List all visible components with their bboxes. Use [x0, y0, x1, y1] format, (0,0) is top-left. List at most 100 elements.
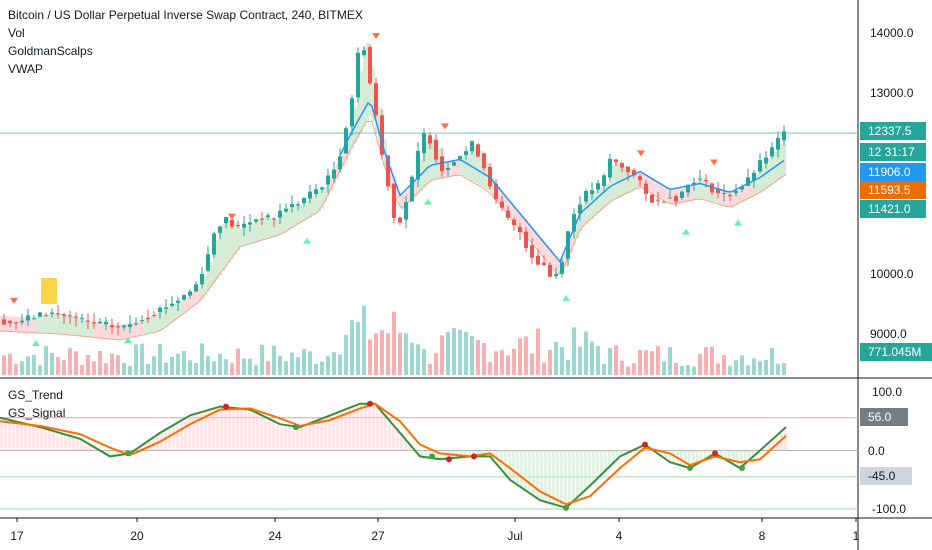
- osc-cross-dot-green: [293, 424, 299, 431]
- band-lower-badge: 11421.0: [868, 202, 911, 216]
- cloud-slice: [540, 237, 543, 253]
- cloud-slice: [210, 261, 213, 288]
- candle-body: [242, 223, 246, 228]
- legend-gs-signal[interactable]: GS_Signal: [8, 406, 66, 420]
- cloud-slice: [564, 252, 567, 268]
- sell-marker: [228, 213, 236, 220]
- cloud-slice: [474, 146, 477, 183]
- indicator-goldmanscalps[interactable]: GoldmanScalps: [8, 44, 93, 58]
- volume-bar: [392, 311, 396, 375]
- candle-body: [116, 326, 120, 328]
- osc-histogram-bar: [196, 413, 199, 451]
- candle-body: [566, 231, 570, 259]
- volume-bar: [278, 355, 282, 375]
- legend-gs-trend[interactable]: GS_Trend: [8, 388, 63, 402]
- osc-histogram-bar: [784, 428, 787, 451]
- candle-body: [188, 291, 192, 296]
- candle-body: [728, 194, 732, 196]
- candle-body: [572, 214, 576, 232]
- cloud-slice: [78, 317, 81, 336]
- cloud-slice: [90, 321, 93, 338]
- osc-histogram-bar: [56, 431, 59, 451]
- candle-body: [782, 131, 786, 141]
- cloud-slice: [483, 154, 486, 189]
- volume-bar: [182, 350, 186, 375]
- osc-histogram-bar: [660, 450, 663, 456]
- osc-histogram-bar: [60, 432, 63, 451]
- symbol-title[interactable]: Bitcoin / US Dollar Perpetual Inverse Sw…: [8, 8, 363, 22]
- candle-body: [650, 194, 654, 203]
- price-tick-label: 14000.0: [870, 26, 914, 40]
- volume-bar: [146, 364, 150, 375]
- volume-bar: [542, 362, 546, 375]
- cloud-slice: [714, 187, 717, 203]
- candle-body: [86, 320, 90, 322]
- candle-body: [620, 163, 624, 168]
- candle-body: [350, 98, 354, 127]
- cloud-slice: [336, 163, 339, 179]
- osc-histogram-bar: [664, 450, 667, 458]
- candle-body: [386, 155, 390, 187]
- cloud-slice: [195, 289, 198, 305]
- cloud-slice: [642, 172, 645, 188]
- buy-marker: [124, 336, 132, 343]
- cloud-slice: [189, 294, 192, 310]
- cloud-slice: [60, 313, 63, 334]
- candle-body: [536, 255, 540, 265]
- candle-body: [254, 219, 258, 222]
- osc-histogram-bar: [612, 450, 615, 465]
- candle-body: [440, 156, 444, 172]
- cloud-slice: [741, 187, 744, 203]
- candle-body: [716, 188, 720, 194]
- candle-body: [398, 217, 402, 223]
- volume-bar: [206, 356, 210, 375]
- cloud-slice: [93, 322, 96, 338]
- last-price-badge-bg: [860, 122, 926, 140]
- cloud-slice: [165, 308, 168, 328]
- osc-histogram-bar: [608, 450, 611, 469]
- volume-bar: [356, 322, 360, 375]
- cloud-slice: [513, 205, 516, 221]
- candle-body: [374, 83, 378, 116]
- osc-histogram-bar: [112, 450, 115, 457]
- cloud-slice: [459, 157, 462, 175]
- osc-histogram-bar: [640, 446, 643, 451]
- cloud-slice: [171, 305, 174, 323]
- indicator-vwap[interactable]: VWAP: [8, 62, 43, 76]
- candle-body: [230, 219, 234, 227]
- cloud-slice: [12, 316, 15, 332]
- indicator-vol[interactable]: Vol: [8, 26, 25, 40]
- volume-bar: [500, 350, 504, 375]
- osc-cross-dot-green: [687, 465, 693, 472]
- osc-histogram-bar: [540, 450, 543, 501]
- osc-histogram-bar: [304, 425, 307, 451]
- candle-body: [356, 52, 360, 98]
- volume-bar: [326, 356, 330, 375]
- volume-bar: [212, 361, 216, 375]
- candle-body: [284, 208, 288, 212]
- cloud-slice: [48, 314, 51, 334]
- candle-body: [500, 201, 504, 208]
- candle-body: [554, 274, 558, 277]
- osc-histogram-bar: [672, 450, 675, 463]
- candle-body: [452, 162, 456, 166]
- cloud-slice: [228, 220, 231, 263]
- cloud-slice: [624, 165, 627, 195]
- osc-tick-label: -100.0: [872, 502, 906, 516]
- osc-cross-dot-red: [712, 450, 718, 457]
- volume-bar: [758, 361, 762, 375]
- cloud-slice: [651, 178, 654, 194]
- cloud-slice: [105, 323, 108, 339]
- volume-bar: [614, 345, 618, 375]
- osc-histogram-bar: [604, 450, 607, 472]
- candle-body: [446, 168, 450, 170]
- cloud-slice: [597, 188, 600, 214]
- volume-bar: [38, 365, 42, 375]
- volume-bar: [722, 355, 726, 375]
- osc-histogram-bar: [108, 450, 111, 456]
- candle-body: [320, 187, 324, 190]
- osc-histogram-bar: [692, 450, 695, 467]
- osc-histogram-bar: [572, 450, 575, 503]
- cloud-slice: [69, 315, 72, 335]
